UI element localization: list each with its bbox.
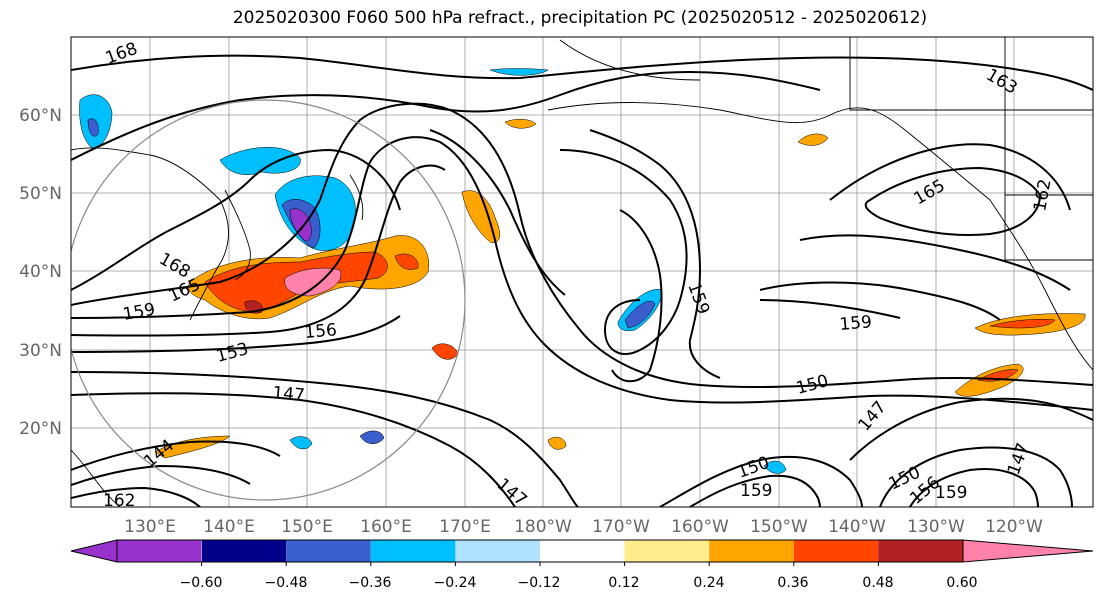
- plot-frame: [70, 36, 1094, 508]
- shade-pos-170e: [461, 190, 500, 243]
- contour-label: 159: [839, 312, 873, 335]
- contour-label: 168: [103, 39, 140, 69]
- colorbar-ticks: −0.60 −0.48 −0.36 −0.24 −0.12 0.12 0.24 …: [180, 575, 978, 591]
- reference-circle: [71, 99, 466, 501]
- colorbar-segment: [878, 540, 963, 562]
- contour-label: 156: [304, 320, 338, 343]
- colorbar-tick-label: 0.24: [693, 575, 724, 591]
- lon-label: 150°W: [750, 517, 808, 537]
- colorbar-tick-label: −0.60: [180, 575, 223, 591]
- map-title: 2025020300 F060 500 hPa refract., precip…: [232, 8, 928, 28]
- colorbar-segment: [793, 540, 879, 562]
- contour-label: 162: [103, 491, 135, 511]
- lon-label: 160°E: [360, 517, 412, 537]
- contour-label: 162: [1030, 177, 1055, 212]
- lat-label: 50°N: [19, 184, 62, 204]
- colorbar-tick-label: −0.48: [265, 575, 308, 591]
- lat-label: 30°N: [19, 341, 62, 361]
- contour-label: 147: [493, 475, 531, 511]
- shade-neg-bering: [489, 68, 549, 76]
- colorbar-segment: [117, 540, 201, 562]
- lon-label: 170°W: [592, 517, 650, 537]
- contour-label: 159: [683, 280, 713, 317]
- shade-neg-20n: [359, 430, 385, 444]
- colorbar-tick-label: −0.24: [434, 575, 477, 591]
- lon-label: 170°E: [439, 517, 491, 537]
- colorbar-tick-label: −0.12: [518, 575, 561, 591]
- lon-label: 180°W: [514, 517, 572, 537]
- colorbar-tick-label: 0.36: [777, 575, 808, 591]
- shade-neg-hawaii: [763, 460, 787, 474]
- contour-label: 147: [855, 397, 891, 435]
- contours: [71, 54, 1093, 507]
- coastlines: [71, 37, 1093, 507]
- colorbar-segment: [540, 540, 625, 562]
- shade-red-calif: [989, 319, 1056, 329]
- shade-neg3-kuril: [289, 208, 312, 242]
- colorbar-segment: [201, 540, 287, 562]
- colorbar-segment: [624, 540, 710, 562]
- contour-label: 159: [740, 481, 772, 501]
- lon-label: 160°W: [671, 517, 729, 537]
- colorbar-extension-low: [70, 539, 118, 563]
- shade-neg-20n-b: [289, 436, 313, 450]
- shade-red-right: [394, 253, 419, 270]
- shade-neg-okhotsk: [219, 147, 301, 175]
- lon-label: 140°W: [828, 517, 886, 537]
- shade-pos-small1: [504, 119, 537, 129]
- colorbar-segment: [286, 540, 371, 562]
- lat-axis: 60°N 50°N 40°N 30°N 20°N: [19, 106, 62, 439]
- lat-label: 60°N: [19, 106, 62, 126]
- lon-label: 140°E: [203, 517, 255, 537]
- shade-pos-small2: [547, 436, 567, 450]
- contour-label: 147: [1004, 440, 1034, 477]
- colorbar-segment: [370, 540, 456, 562]
- shade-neg2-160w: [624, 300, 656, 329]
- contour-label: 150: [735, 453, 772, 483]
- colorbar-tick-label: 0.60: [946, 575, 977, 591]
- shade-pos-30n: [431, 343, 459, 360]
- lon-label: 130°W: [907, 517, 965, 537]
- colorbar: [70, 539, 1094, 566]
- lat-label: 20°N: [19, 419, 62, 439]
- contour-label: 159: [935, 483, 967, 503]
- lon-axis: 130°E 140°E 150°E 160°E 170°E 180°W 170°…: [124, 517, 1043, 537]
- colorbar-tick-label: 0.12: [608, 575, 639, 591]
- contour-label: 147: [272, 383, 306, 406]
- lon-label: 130°E: [124, 517, 176, 537]
- colorbar-extension-high: [962, 539, 1094, 563]
- contour-label: 150: [794, 371, 831, 399]
- shade-neg2-kamchatka: [87, 118, 99, 137]
- colorbar-segment: [455, 540, 540, 562]
- colorbar-tick-label: −0.36: [349, 575, 392, 591]
- colorbar-segment: [709, 540, 794, 562]
- contour-label: 159: [121, 300, 156, 325]
- lat-label: 40°N: [19, 262, 62, 282]
- shade-pos-alaska: [797, 133, 829, 146]
- contour-label: 153: [214, 339, 251, 367]
- colorbar-tick-label: 0.48: [862, 575, 893, 591]
- lon-label: 120°W: [985, 517, 1043, 537]
- contour-label: 165: [911, 176, 949, 210]
- lon-label: 150°E: [281, 517, 333, 537]
